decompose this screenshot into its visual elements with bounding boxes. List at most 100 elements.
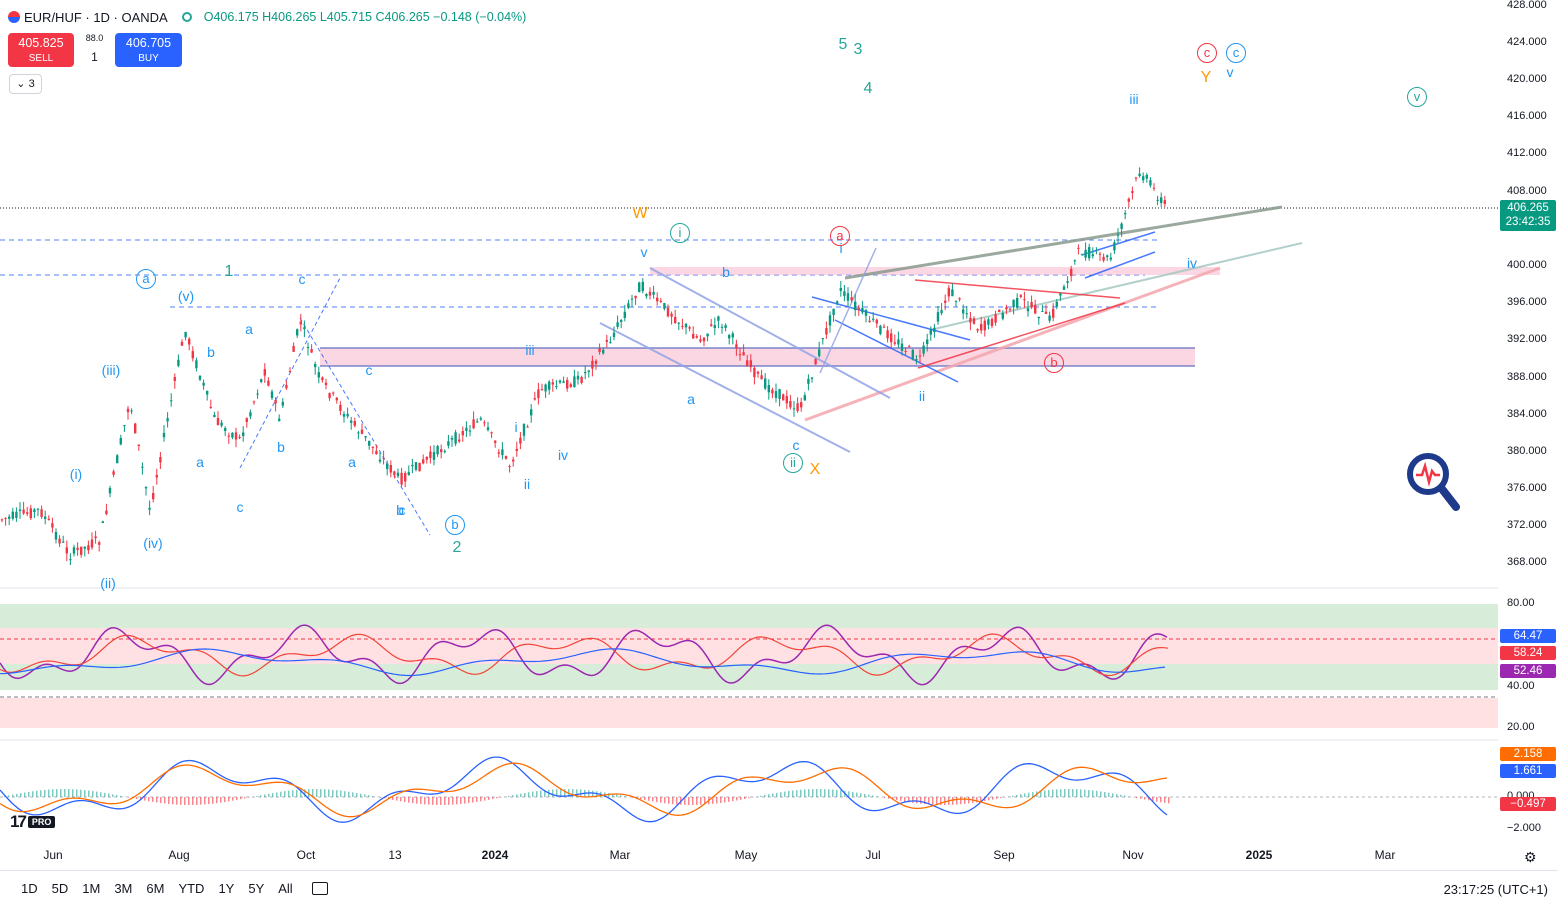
candle-body <box>674 317 676 323</box>
macd-histogram-bar <box>144 797 146 801</box>
trendline[interactable] <box>805 268 1220 420</box>
clock-display[interactable]: 23:17:25 (UTC+1) <box>1444 882 1548 897</box>
macd-histogram-bar <box>520 794 522 797</box>
macd-histogram-bar <box>324 789 326 797</box>
buy-price: 406.705 <box>115 36 182 51</box>
macd-histogram-bar <box>60 789 62 797</box>
rsi-value-tag: 58.24 <box>1500 646 1556 660</box>
macd-histogram-bar <box>1128 796 1130 797</box>
timeframe-3m[interactable]: 3M <box>107 881 139 896</box>
candle-body <box>919 356 921 357</box>
magnifier-icon[interactable] <box>1404 452 1460 512</box>
candle-body <box>548 382 550 390</box>
buy-button[interactable]: 406.705 BUY <box>115 33 182 67</box>
market-status-icon[interactable] <box>182 12 192 22</box>
macd-histogram-bar <box>524 793 526 797</box>
symbol-title[interactable]: EUR/HUF · 1D · OANDA <box>8 10 168 25</box>
price-chart[interactable] <box>0 0 1498 870</box>
settings-gear-icon[interactable]: ⚙ <box>1524 849 1537 866</box>
macd-histogram-bar <box>620 795 622 797</box>
time-tick-label: 2024 <box>482 848 509 862</box>
candle-body <box>375 451 377 454</box>
price-tick-label: 388.000 <box>1507 371 1547 383</box>
candle-body <box>678 323 680 324</box>
macd-histogram-bar <box>836 790 838 797</box>
macd-histogram-bar <box>1140 797 1142 799</box>
timeframe-all[interactable]: All <box>271 881 299 896</box>
candle-body <box>973 318 975 324</box>
macd-histogram-bar <box>180 797 182 805</box>
macd-histogram-bar <box>832 790 834 797</box>
candle-body <box>145 487 147 488</box>
candle-body <box>1070 269 1072 276</box>
timeframe-6m[interactable]: 6M <box>139 881 171 896</box>
macd-histogram-bar <box>236 797 238 800</box>
macd-histogram-bar <box>400 797 402 801</box>
macd-histogram-bar <box>720 797 722 803</box>
macd-histogram-bar <box>812 789 814 797</box>
rsi-tick-label: 40.00 <box>1507 680 1535 692</box>
candle-body <box>444 451 446 452</box>
resistance-zone[interactable] <box>650 267 1220 275</box>
candle-body <box>1023 299 1025 300</box>
macd-histogram-bar <box>40 790 42 797</box>
candle-body <box>372 447 374 448</box>
candle-body <box>177 360 179 366</box>
candle-body <box>559 380 561 382</box>
rsi-value-tag: 52.46 <box>1500 664 1556 678</box>
candle-body <box>1106 255 1108 257</box>
macd-histogram-bar <box>824 789 826 797</box>
macd-histogram-bar <box>188 797 190 805</box>
candle-body <box>159 457 161 462</box>
timeframe-5y[interactable]: 5Y <box>241 881 271 896</box>
macd-histogram-bar <box>460 797 462 804</box>
timeframe-ytd[interactable]: YTD <box>171 881 211 896</box>
macd-histogram-bar <box>884 797 886 798</box>
candle-body <box>87 545 89 550</box>
wave-label: a <box>348 454 356 470</box>
open-value: O406.175 <box>204 10 259 24</box>
indicators-collapse-button[interactable]: ⌄ 3 <box>9 74 42 94</box>
trendline[interactable] <box>600 323 850 452</box>
macd-histogram-bar <box>820 789 822 797</box>
candle-body <box>181 342 183 346</box>
macd-histogram-bar <box>344 791 346 797</box>
candle-body <box>343 414 345 417</box>
candle-body <box>1059 293 1061 295</box>
timeframe-1d[interactable]: 1D <box>14 881 45 896</box>
candle-body <box>847 293 849 300</box>
candle-body <box>199 376 201 380</box>
candle-body <box>796 403 798 411</box>
time-tick-label: Sep <box>993 848 1014 862</box>
quantity-input[interactable]: 1 <box>74 50 115 64</box>
candle-body <box>267 381 269 386</box>
candle-body <box>901 344 903 351</box>
candle-body <box>58 539 60 544</box>
candle-body <box>217 418 219 425</box>
macd-histogram-bar <box>740 797 742 800</box>
timeframe-1m[interactable]: 1M <box>75 881 107 896</box>
candle-body <box>354 421 356 426</box>
candle-body <box>235 432 237 439</box>
candle-body <box>969 318 971 323</box>
candle-body <box>166 418 168 421</box>
sell-button[interactable]: 405.825 SELL <box>8 33 74 67</box>
macd-histogram-bar <box>1076 789 1078 797</box>
macd-histogram-bar <box>1044 790 1046 797</box>
candle-body <box>346 414 348 417</box>
candle-body <box>476 421 478 422</box>
timeframe-5d[interactable]: 5D <box>45 881 76 896</box>
macd-histogram-bar <box>468 797 470 803</box>
tradingview-logo[interactable]: 17 PRO <box>10 812 55 832</box>
date-range-icon[interactable] <box>312 882 328 895</box>
macd-histogram-bar <box>120 796 122 797</box>
timeframe-1y[interactable]: 1Y <box>211 881 241 896</box>
wave-label: a <box>687 391 695 407</box>
candle-body <box>195 360 197 368</box>
candle-body <box>908 346 910 347</box>
candle-body <box>876 320 878 324</box>
candle-body <box>1063 287 1065 290</box>
macd-histogram-bar <box>1012 796 1014 797</box>
macd-histogram-bar <box>372 796 374 797</box>
